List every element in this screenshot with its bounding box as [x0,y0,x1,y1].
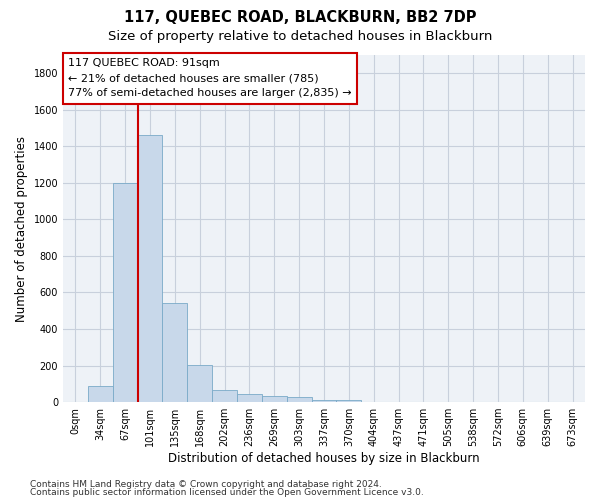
Bar [187,364,212,402]
Text: Contains public sector information licensed under the Open Government Licence v3: Contains public sector information licen… [30,488,424,497]
Bar [137,136,163,402]
Text: Size of property relative to detached houses in Blackburn: Size of property relative to detached ho… [108,30,492,43]
Bar [212,390,237,402]
Text: Contains HM Land Registry data © Crown copyright and database right 2024.: Contains HM Land Registry data © Crown c… [30,480,382,489]
Bar [311,400,337,402]
Bar [163,304,187,402]
Bar [337,400,361,402]
Bar [287,397,311,402]
Bar [88,386,113,402]
Text: 117, QUEBEC ROAD, BLACKBURN, BB2 7DP: 117, QUEBEC ROAD, BLACKBURN, BB2 7DP [124,10,476,25]
X-axis label: Distribution of detached houses by size in Blackburn: Distribution of detached houses by size … [168,452,480,465]
Bar [113,183,137,402]
Y-axis label: Number of detached properties: Number of detached properties [15,136,28,322]
Bar [262,396,287,402]
Text: 117 QUEBEC ROAD: 91sqm
← 21% of detached houses are smaller (785)
77% of semi-de: 117 QUEBEC ROAD: 91sqm ← 21% of detached… [68,58,352,98]
Bar [237,394,262,402]
